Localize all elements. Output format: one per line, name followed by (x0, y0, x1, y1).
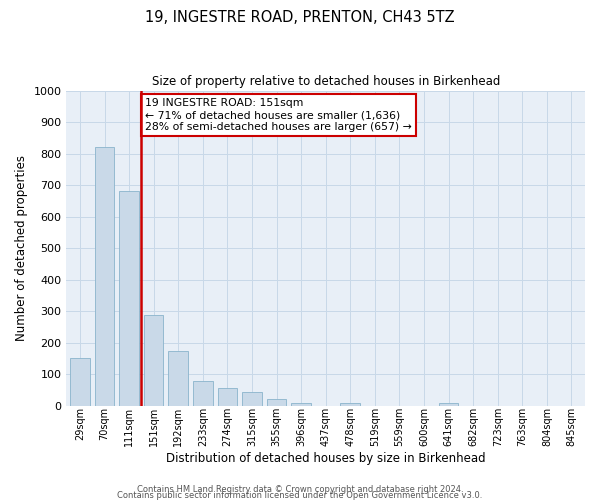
Bar (169, 350, 188, 406)
Bar (439, 402, 458, 406)
Y-axis label: Number of detached properties: Number of detached properties (15, 155, 28, 341)
Bar (119, 191, 139, 406)
X-axis label: Distribution of detached houses by size in Birkenhead: Distribution of detached houses by size … (166, 452, 485, 465)
Bar (291, 402, 311, 406)
Bar (267, 400, 286, 406)
Text: Contains HM Land Registry data © Crown copyright and database right 2024.: Contains HM Land Registry data © Crown c… (137, 484, 463, 494)
Text: Contains public sector information licensed under the Open Government Licence v3: Contains public sector information licen… (118, 490, 482, 500)
Bar (70, 358, 90, 406)
Bar (242, 392, 262, 406)
Text: 19 INGESTRE ROAD: 151sqm
← 71% of detached houses are smaller (1,636)
28% of sem: 19 INGESTRE ROAD: 151sqm ← 71% of detach… (145, 98, 412, 132)
Bar (340, 403, 360, 406)
Bar (218, 388, 237, 406)
Text: 19, INGESTRE ROAD, PRENTON, CH43 5TZ: 19, INGESTRE ROAD, PRENTON, CH43 5TZ (145, 10, 455, 25)
Bar (193, 381, 212, 406)
Title: Size of property relative to detached houses in Birkenhead: Size of property relative to detached ho… (152, 75, 500, 88)
Bar (95, 146, 115, 406)
Bar (144, 315, 163, 406)
